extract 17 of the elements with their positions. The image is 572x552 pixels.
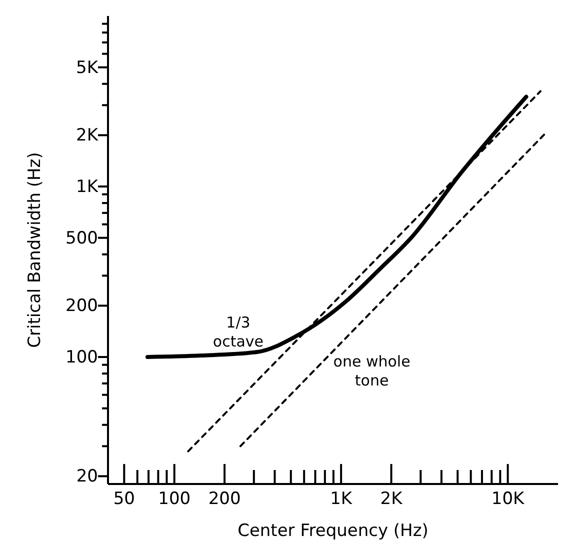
y-tick-label: 5K: [76, 58, 99, 78]
series-label: one whole tone: [333, 352, 410, 390]
y-tick-label: 2K: [76, 126, 99, 146]
y-axis-title: Critical Bandwidth (Hz): [25, 152, 45, 348]
y-tick-label: 100: [66, 347, 98, 368]
x-tick-label: 100: [158, 489, 191, 510]
x-tick-label: 2K: [380, 489, 404, 510]
y-tick-label: 200: [66, 296, 98, 316]
series-label: 1/3 octave: [212, 313, 264, 350]
y-tick-label: 500: [66, 228, 98, 248]
y-tick-label: 20: [76, 466, 98, 487]
x-tick-label: 200: [208, 489, 241, 510]
y-tick-label: 1K: [76, 176, 99, 197]
x-tick-label: 10K: [491, 489, 526, 510]
x-tick-label: 1K: [330, 489, 353, 510]
x-axis-title: Center Frequency (Hz): [238, 521, 428, 541]
x-tick-label: 50: [113, 489, 135, 510]
